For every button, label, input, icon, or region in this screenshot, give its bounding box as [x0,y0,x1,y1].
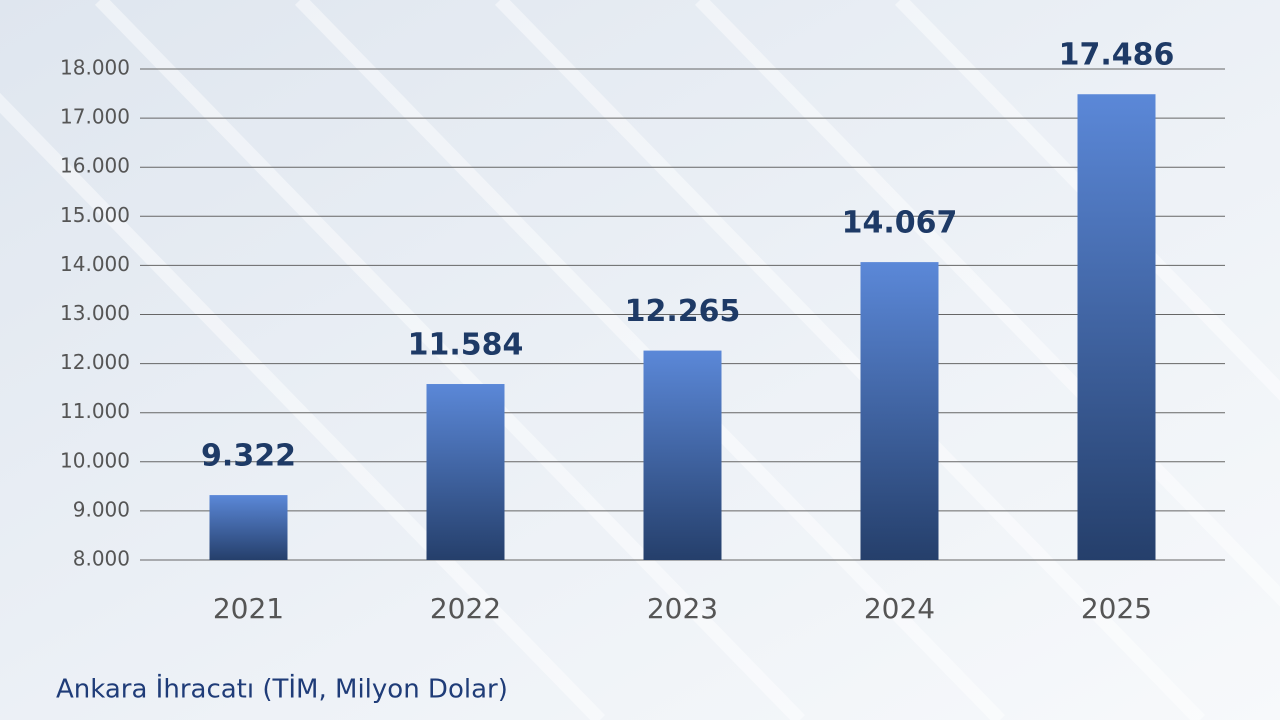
bar [643,350,722,560]
y-tick-label: 15.000 [60,203,130,227]
value-label: 9.322 [201,439,296,474]
x-tick-label: 2025 [1081,592,1152,625]
y-tick-label: 18.000 [60,56,130,80]
value-label: 12.265 [625,294,741,329]
x-tick-label: 2022 [430,592,501,625]
y-tick-label: 17.000 [60,105,130,129]
chart-title: Ankara İhracatı (TİM, Milyon Dolar) [56,673,508,705]
bar [1077,94,1156,560]
value-label: 17.486 [1059,38,1175,73]
x-tick-label: 2023 [647,592,718,625]
y-tick-label: 13.000 [60,301,130,325]
y-tick-label: 11.000 [60,399,130,423]
value-label: 14.067 [842,206,958,241]
value-label: 11.584 [408,328,524,363]
x-tick-label: 2021 [213,592,284,625]
y-tick-label: 9.000 [73,497,130,521]
y-tick-label: 8.000 [73,547,130,571]
x-tick-label: 2024 [864,592,935,625]
y-tick-label: 14.000 [60,252,130,276]
bar [426,384,505,560]
y-tick-label: 10.000 [60,448,130,472]
y-tick-label: 12.000 [60,350,130,374]
bar [860,262,939,560]
y-tick-label: 16.000 [60,154,130,178]
bar [209,495,288,560]
